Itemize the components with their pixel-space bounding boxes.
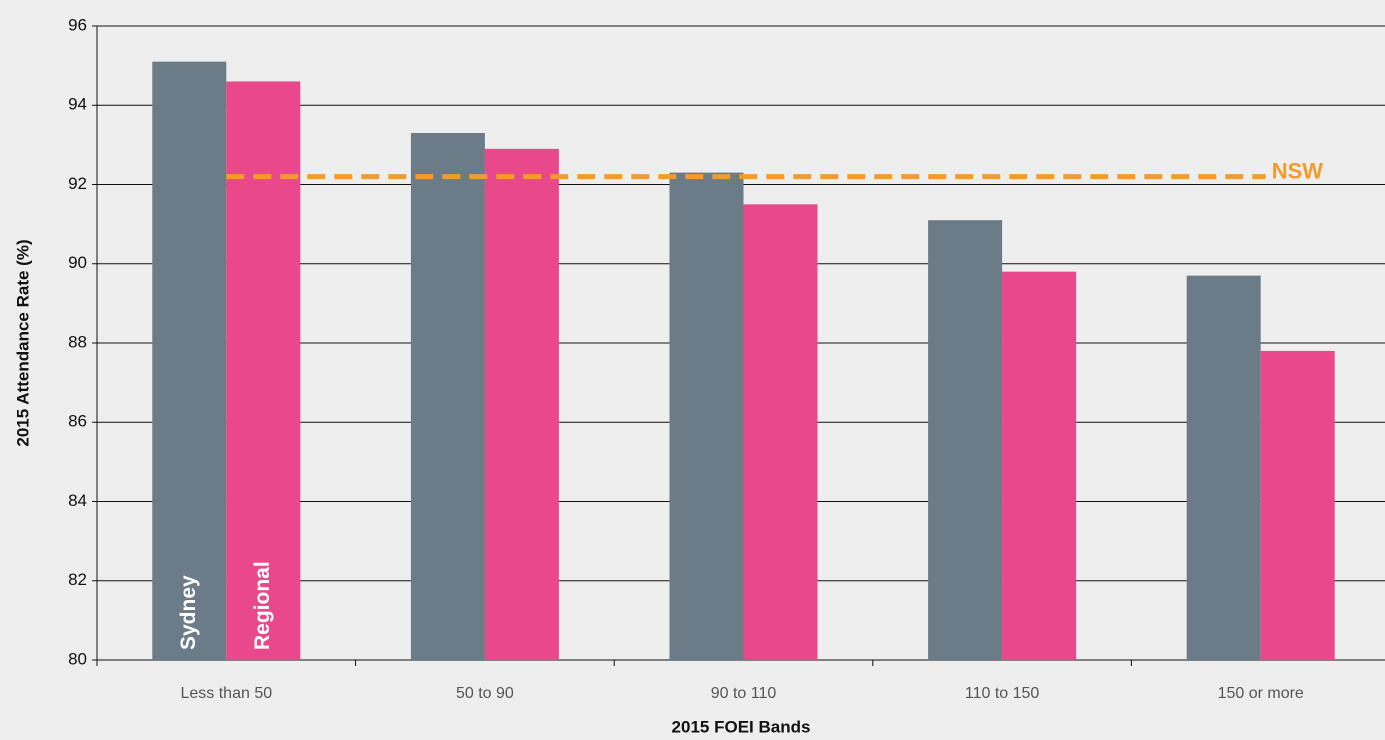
y-tick-label: 96 (68, 15, 87, 34)
reference-label: NSW (1272, 158, 1324, 183)
x-tick-label: 90 to 110 (711, 685, 777, 702)
x-tick-label: 110 to 150 (965, 685, 1040, 702)
y-tick-label: 90 (68, 253, 87, 272)
bar (410, 132, 485, 661)
bar (484, 148, 559, 660)
legend-label: Regional (251, 561, 274, 650)
bar (743, 204, 818, 660)
bar (152, 61, 227, 661)
bar (1002, 271, 1077, 660)
legend-label: Sydney (177, 575, 200, 650)
bar (1186, 275, 1261, 660)
y-tick-label: 86 (68, 412, 87, 431)
y-axis-title: 2015 Attendance Rate (%) (13, 239, 32, 446)
bar (1260, 350, 1335, 660)
x-axis-title: 2015 FOEI Bands (672, 717, 811, 736)
x-tick-label: 50 to 90 (456, 685, 514, 702)
bar (669, 172, 744, 661)
x-tick-label: Less than 50 (180, 685, 272, 702)
bar (928, 220, 1003, 660)
y-tick-label: 94 (68, 95, 87, 114)
y-tick-label: 84 (68, 491, 87, 510)
y-tick-label: 88 (68, 332, 87, 351)
y-tick-label: 82 (68, 570, 87, 589)
x-tick-label: 150 or more (1218, 685, 1304, 702)
y-tick-label: 80 (68, 649, 87, 668)
y-tick-label: 92 (68, 174, 87, 193)
